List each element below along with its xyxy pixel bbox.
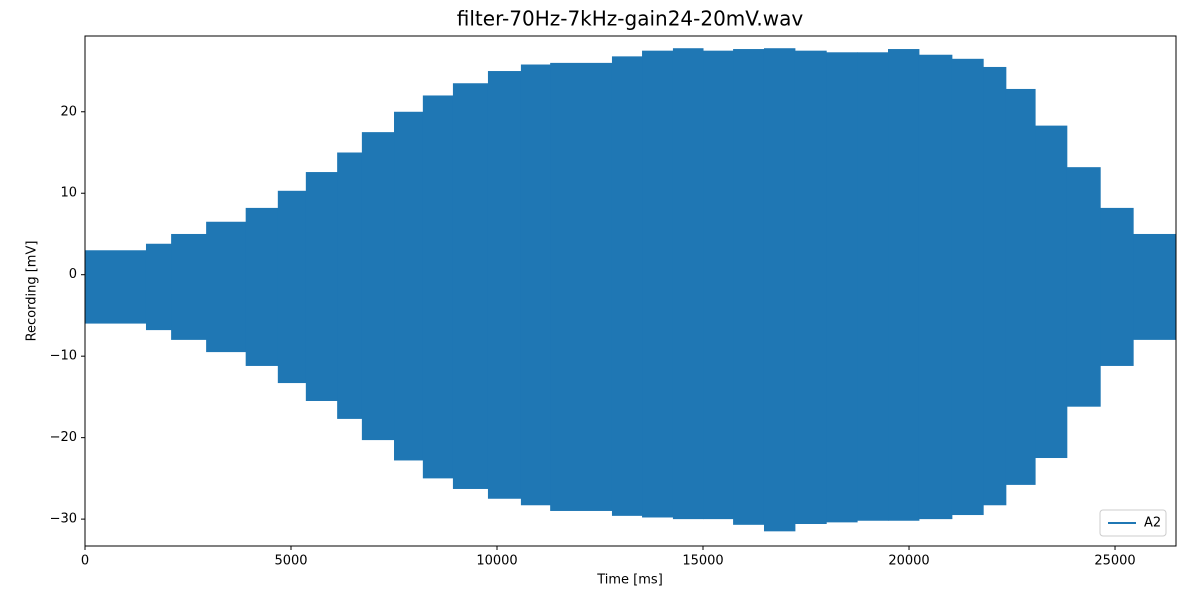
signal-segment [361, 132, 395, 441]
signal-segment [794, 50, 827, 525]
signal-segment [337, 152, 363, 419]
signal-segment [85, 250, 147, 324]
signal-segment [1005, 88, 1036, 485]
signal-segment [733, 49, 765, 525]
signal-segment [611, 56, 643, 516]
signal-segment [1035, 125, 1068, 459]
chart-title: filter-70Hz-7kHz-gain24-20mV.wav [457, 7, 804, 31]
signal-segment [951, 58, 984, 516]
signal-segment [245, 207, 279, 366]
legend-label: A2 [1144, 516, 1161, 531]
y-tick-label: 20 [60, 104, 77, 119]
signal-segment [422, 95, 454, 479]
plot-frame [84, 35, 1177, 547]
signal-segment [1133, 233, 1177, 340]
signal-segment [145, 243, 172, 331]
signal-segment [1100, 207, 1134, 366]
signal-segment [550, 62, 613, 511]
y-axis-label: Recording [mV] [25, 241, 40, 342]
x-axis-label: Time [ms] [596, 573, 663, 588]
signal-segment [520, 64, 551, 506]
signal-segment [672, 48, 704, 520]
signal-segment [642, 50, 674, 518]
y-tick-label: −10 [50, 349, 77, 364]
signal-segment [452, 83, 489, 489]
signal-segment [857, 52, 889, 521]
signal-segment [487, 71, 522, 499]
signal-segment [206, 221, 247, 353]
y-tick-label: 10 [60, 186, 77, 201]
y-tick-label: 0 [69, 267, 77, 282]
signal-segment [888, 49, 920, 521]
signal-segment [918, 54, 953, 520]
signal-segment [277, 190, 307, 384]
signal-segment [763, 48, 796, 532]
x-tick-label: 0 [81, 554, 89, 569]
signal-segment [394, 111, 424, 461]
y-tick-label: −30 [50, 512, 77, 527]
x-tick-label: 10000 [476, 554, 517, 569]
x-tick-label: 5000 [274, 554, 307, 569]
signal-segment [171, 233, 207, 340]
signal-segment [1066, 167, 1101, 407]
signal-segment [703, 50, 734, 520]
y-tick-label: −20 [50, 430, 77, 445]
signal-segment [305, 172, 338, 401]
signal-segment [826, 52, 858, 523]
x-tick-label: 15000 [682, 554, 723, 569]
x-tick-label: 25000 [1094, 554, 1135, 569]
signal-segment [983, 66, 1007, 506]
x-tick-label: 20000 [888, 554, 929, 569]
